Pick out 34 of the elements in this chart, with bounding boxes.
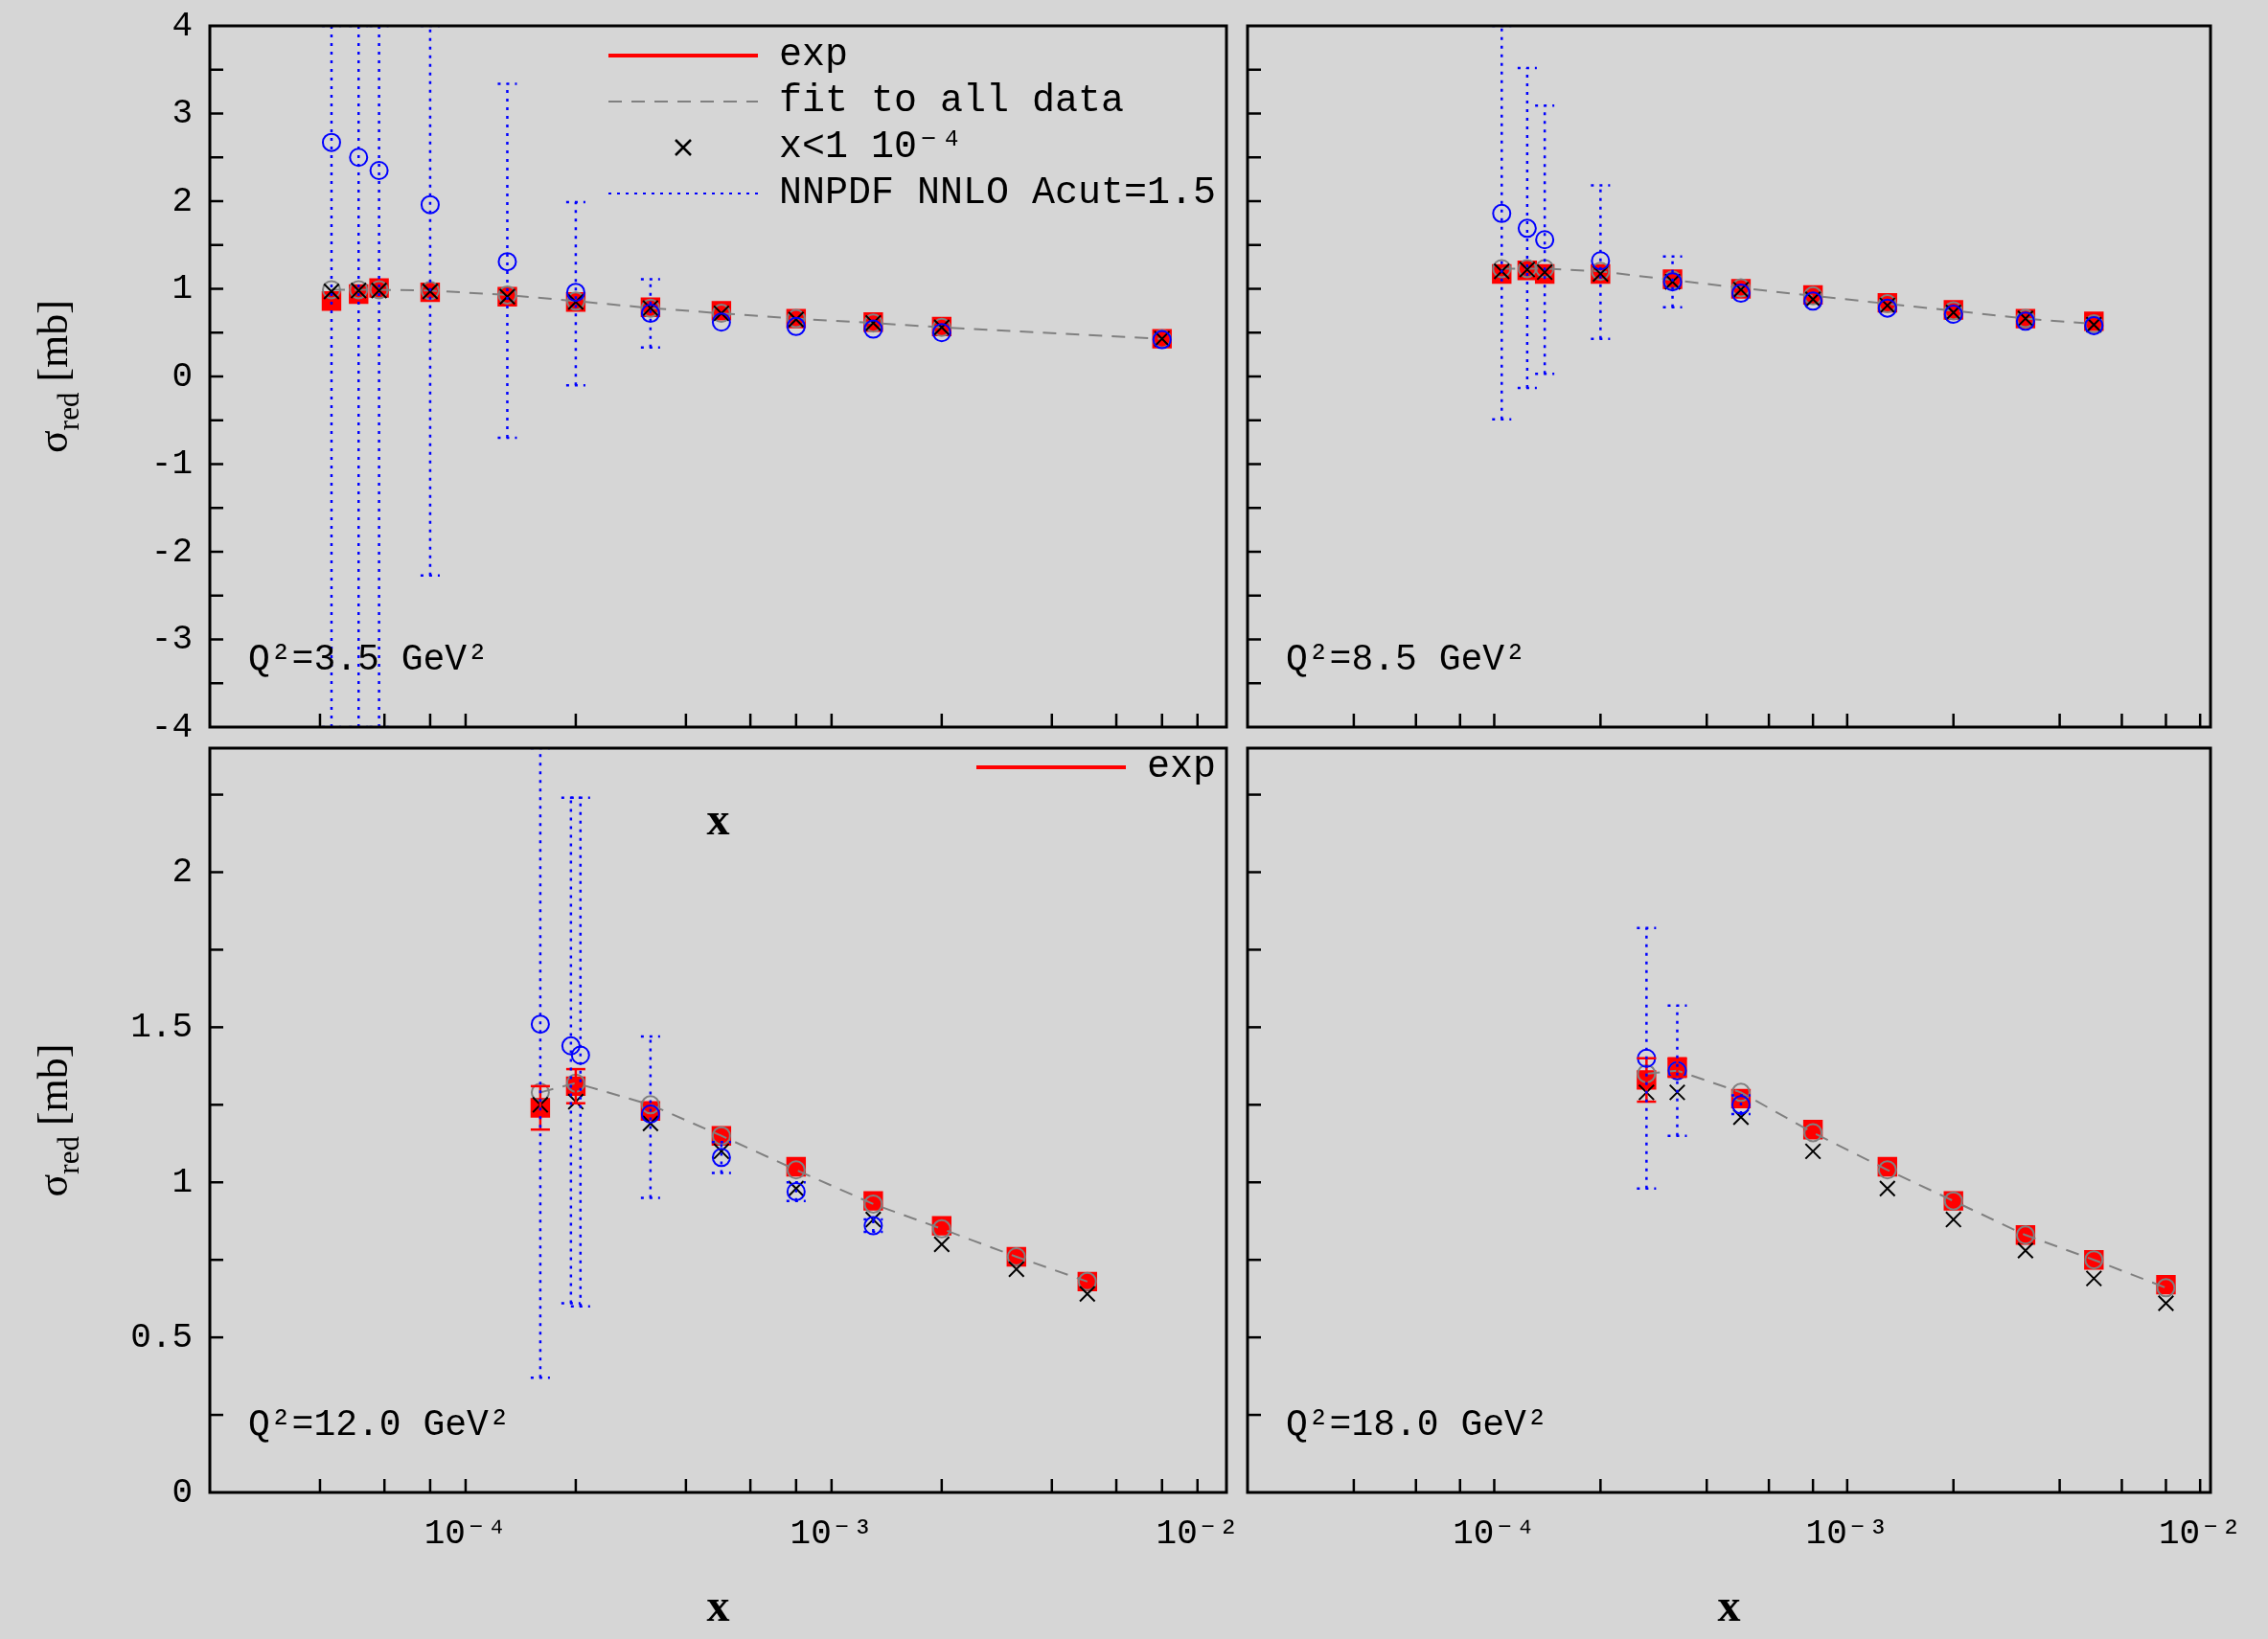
x-axis-title: x (706, 1579, 730, 1630)
x-axis-title: x (1717, 1579, 1741, 1630)
y-tick-label: 2 (172, 853, 193, 893)
legend-label: exp (778, 34, 848, 77)
y-tick-label: 3 (172, 94, 193, 134)
x-tick-label: 10⁻³ (1805, 1514, 1890, 1555)
annotation: Q²=3.5 GeV² (248, 639, 489, 681)
x-tick-label: 10⁻⁴ (1453, 1514, 1536, 1555)
y-tick-label: 4 (172, 6, 193, 46)
legend-label: x<1 10⁻⁴ (778, 125, 964, 169)
y-tick-label: -2 (150, 532, 193, 572)
legend-label: exp (1146, 745, 1216, 788)
annotation: Q²=8.5 GeV² (1286, 639, 1526, 681)
y-axis-title: σred [mb] (29, 300, 85, 453)
y-tick-label: 0.5 (130, 1317, 193, 1357)
y-tick-label: 0 (172, 356, 193, 397)
y-tick-label: 1 (172, 1162, 193, 1202)
y-tick-label: 0 (172, 1472, 193, 1513)
legend-label: fit to all data (778, 80, 1124, 123)
y-axis-title: σred [mb] (29, 1043, 85, 1197)
annotation: x (706, 793, 730, 845)
y-tick-label: -3 (150, 620, 193, 660)
x-tick-label: 10⁻² (2158, 1514, 2242, 1555)
annotation: Q²=12.0 GeV² (248, 1404, 511, 1446)
y-tick-label: -1 (150, 444, 193, 485)
y-tick-label: 1 (172, 269, 193, 309)
x-tick-label: 10⁻⁴ (424, 1514, 508, 1555)
legend-label: NNPDF NNLO Acut=1.5 (778, 171, 1216, 215)
x-tick-label: 10⁻³ (790, 1514, 874, 1555)
y-tick-label: 2 (172, 181, 193, 221)
annotation: Q²=18.0 GeV² (1286, 1404, 1548, 1446)
x-tick-label: 10⁻² (1156, 1514, 1239, 1555)
y-tick-label: -4 (150, 707, 193, 747)
y-tick-label: 1.5 (130, 1007, 193, 1047)
